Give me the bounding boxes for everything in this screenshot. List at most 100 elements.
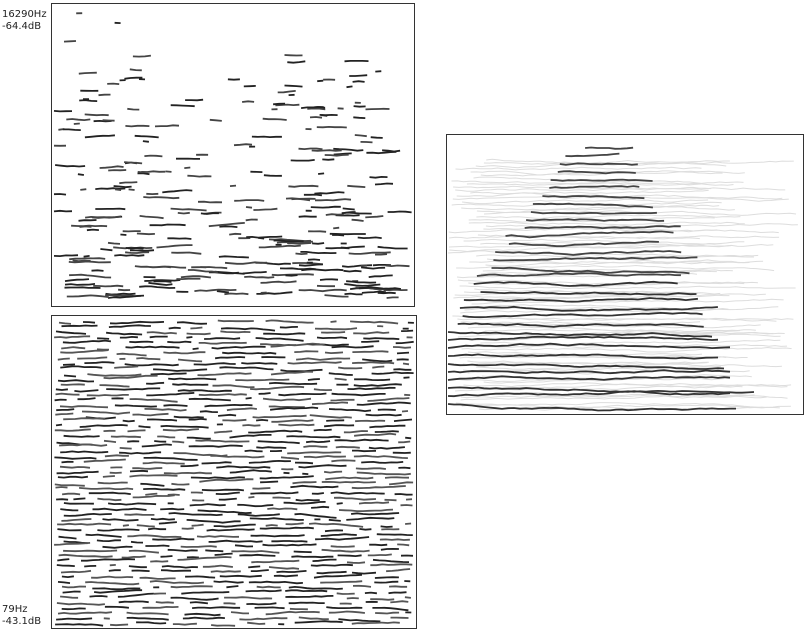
- track: [356, 401, 411, 406]
- track: [144, 154, 163, 158]
- track: [127, 107, 140, 111]
- track: [192, 606, 241, 609]
- track: [448, 227, 779, 234]
- track: [352, 350, 389, 353]
- track: [311, 401, 349, 406]
- track: [193, 362, 236, 366]
- track: [457, 317, 794, 321]
- track: [389, 585, 408, 588]
- track: [86, 393, 129, 397]
- track: [213, 580, 244, 584]
- track: [122, 524, 130, 527]
- track: [186, 436, 211, 440]
- track: [226, 407, 258, 412]
- track: [251, 135, 282, 139]
- track: [351, 621, 400, 625]
- track: [455, 166, 702, 171]
- track: [127, 534, 182, 538]
- track: [55, 423, 63, 427]
- track: [263, 332, 306, 336]
- track: [194, 288, 237, 292]
- track: [400, 504, 413, 507]
- track: [382, 149, 401, 153]
- track: [57, 379, 95, 383]
- track: [300, 106, 326, 109]
- track: [124, 76, 143, 80]
- track: [60, 365, 103, 369]
- track: [55, 486, 68, 489]
- track: [346, 561, 366, 564]
- track: [55, 392, 80, 396]
- track: [242, 424, 261, 427]
- track: [351, 485, 406, 490]
- track: [92, 507, 147, 512]
- track: [250, 534, 305, 538]
- track: [218, 497, 237, 501]
- track: [292, 481, 317, 485]
- track: [362, 358, 393, 363]
- track: [136, 621, 167, 625]
- track: [300, 250, 337, 255]
- track: [100, 248, 113, 252]
- track: [186, 519, 241, 524]
- track: [312, 558, 337, 562]
- track: [316, 125, 347, 129]
- track: [447, 331, 713, 338]
- track: [59, 443, 108, 447]
- track: [198, 393, 247, 397]
- track: [351, 218, 364, 222]
- track: [69, 273, 112, 279]
- track: [565, 152, 620, 158]
- track: [259, 475, 314, 480]
- track: [242, 271, 267, 275]
- track: [461, 204, 720, 211]
- track: [314, 327, 358, 331]
- track: [463, 304, 705, 310]
- track: [128, 188, 135, 191]
- track: [56, 408, 75, 412]
- track: [114, 254, 145, 257]
- track: [462, 311, 703, 319]
- track: [250, 569, 269, 572]
- track: [163, 351, 206, 355]
- track: [168, 326, 181, 330]
- track: [177, 211, 190, 215]
- track: [150, 517, 175, 521]
- track: [463, 297, 698, 303]
- track: [84, 113, 109, 117]
- track: [197, 200, 223, 204]
- track: [326, 606, 363, 609]
- track: [215, 491, 240, 496]
- track: [368, 446, 405, 450]
- track: [263, 174, 282, 177]
- track: [298, 215, 317, 218]
- track: [129, 398, 178, 403]
- track: [71, 224, 108, 228]
- track: [53, 209, 73, 213]
- track: [349, 74, 368, 77]
- track: [170, 104, 195, 108]
- track: [99, 165, 124, 169]
- track: [295, 252, 308, 256]
- track: [486, 344, 788, 349]
- track: [108, 569, 121, 572]
- track: [298, 288, 347, 293]
- track: [268, 405, 305, 409]
- track: [525, 218, 665, 222]
- track: [250, 385, 305, 391]
- track: [402, 362, 410, 366]
- track: [216, 290, 229, 294]
- track: [139, 215, 164, 220]
- track: [307, 378, 320, 381]
- track: [372, 558, 410, 563]
- track: [549, 185, 640, 189]
- track: [66, 294, 109, 298]
- track: [137, 172, 150, 176]
- track: [269, 381, 318, 386]
- track: [160, 555, 173, 558]
- track: [141, 443, 172, 448]
- track: [491, 266, 690, 275]
- track: [219, 225, 238, 228]
- track: [356, 471, 411, 476]
